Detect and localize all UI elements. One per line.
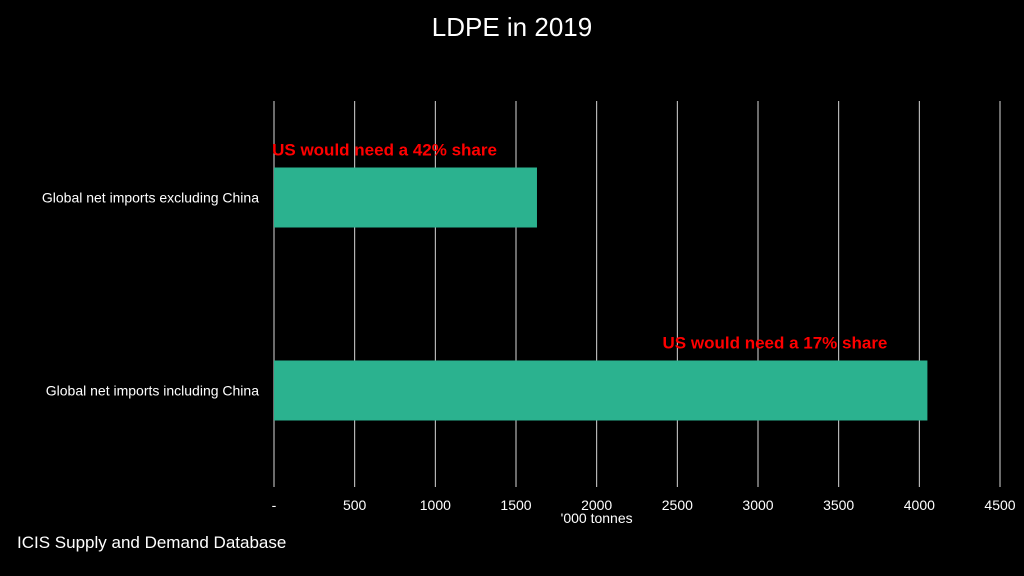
x-tick-label: 1500: [500, 497, 531, 513]
bar: [274, 167, 537, 228]
x-tick-label: 4000: [904, 497, 935, 513]
x-tick-label: -: [272, 497, 277, 513]
category-label: Global net imports including China: [46, 383, 259, 399]
x-tick-label: 3500: [823, 497, 854, 513]
bar: [274, 360, 928, 421]
category-label: Global net imports excluding China: [42, 190, 259, 206]
x-tick-label: 500: [343, 497, 367, 513]
source-note: ICIS Supply and Demand Database: [17, 533, 287, 552]
bar-annotation: US would need a 42% share: [272, 141, 497, 160]
x-tick-label: 1000: [420, 497, 451, 513]
x-tick-label: 4500: [984, 497, 1015, 513]
x-tick-label: 2500: [662, 497, 693, 513]
bar-annotation: US would need a 17% share: [663, 334, 888, 353]
x-tick-label: 3000: [742, 497, 773, 513]
x-axis-label: '000 tonnes: [561, 510, 633, 526]
chart-title: LDPE in 2019: [431, 12, 593, 42]
x-tick-label: 2000: [581, 497, 612, 513]
